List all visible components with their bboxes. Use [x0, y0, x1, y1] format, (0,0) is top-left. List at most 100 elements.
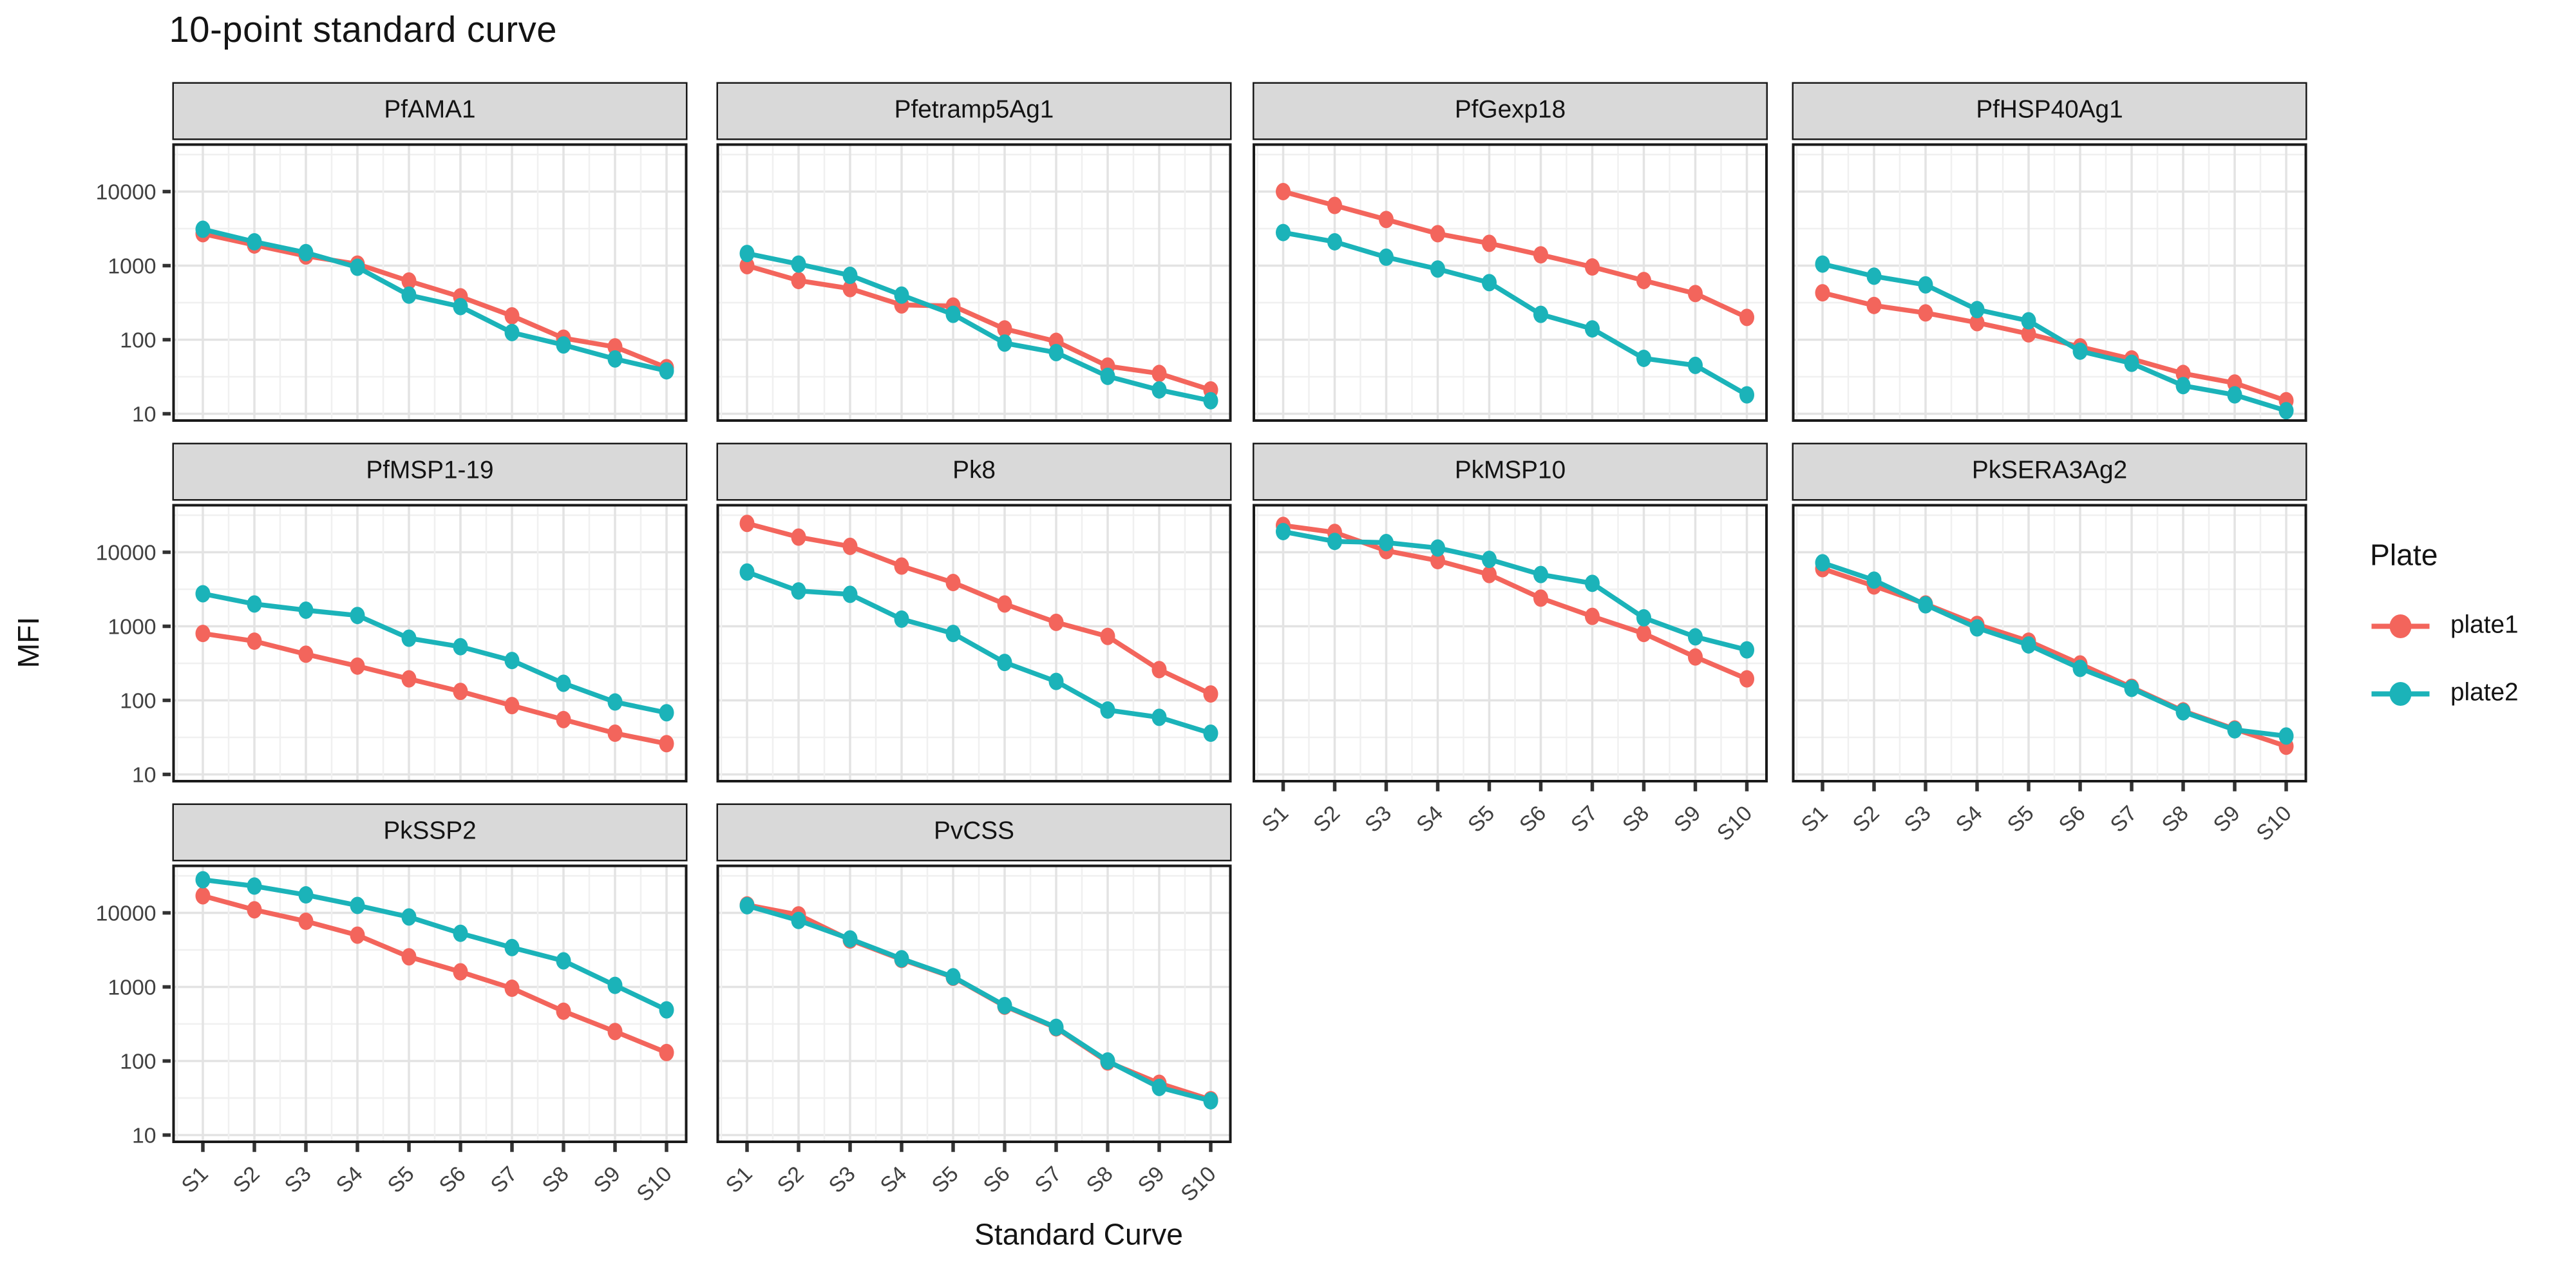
data-point-plate2: [791, 255, 806, 273]
x-tick-label: S7: [1030, 1162, 1066, 1198]
data-point-plate2: [298, 601, 314, 619]
data-point-plate2: [1203, 1092, 1218, 1110]
facet-panel-PfGexp18: [1253, 143, 1768, 422]
data-point-plate1: [247, 632, 262, 650]
data-point-plate2: [195, 871, 211, 889]
data-point-plate2: [739, 896, 755, 914]
data-point-plate2: [298, 243, 314, 261]
data-point-plate2: [945, 625, 961, 643]
data-point-plate1: [504, 980, 520, 998]
data-point-plate2: [1151, 1079, 1167, 1096]
x-tick-label: S3: [280, 1162, 316, 1198]
data-point-plate2: [247, 232, 262, 251]
y-tick-label: 10: [132, 1124, 156, 1148]
data-point-plate1: [997, 320, 1012, 338]
x-tick-label: S7: [1566, 801, 1602, 837]
series-line-plate2: [1280, 230, 1750, 397]
data-point-plate2: [2175, 377, 2191, 395]
data-point-plate2: [1585, 574, 1600, 592]
data-point-plate1: [298, 913, 314, 931]
y-tick-label: 100: [120, 1050, 156, 1074]
data-point-plate1: [1327, 196, 1342, 214]
data-point-plate2: [2227, 721, 2242, 739]
data-point-plate1: [607, 338, 623, 356]
data-point-plate2: [453, 638, 468, 656]
data-point-plate2: [350, 607, 365, 625]
x-tick-label: S5: [383, 1162, 419, 1198]
facet-panel-Pfetramp5Ag1: [716, 143, 1232, 422]
x-tick-label: S5: [1463, 801, 1499, 837]
x-tick-label: S6: [2054, 801, 2090, 837]
data-point-plate2: [453, 298, 468, 316]
data-point-plate2: [739, 563, 755, 581]
data-point-plate2: [1866, 571, 1882, 589]
data-point-plate1: [1636, 272, 1651, 290]
data-point-plate1: [401, 272, 417, 290]
series-line-plate2: [744, 251, 1213, 403]
facet-panel-PkSSP2: 10000 1000 100 10 S1 S2 S3 S4 S5 S6 S7 S8 S9 S10: [96, 864, 688, 1206]
y-tick-label: 1000: [108, 615, 156, 639]
data-point-plate1: [842, 537, 858, 555]
data-point-plate2: [1430, 260, 1445, 278]
x-tick-label: S1: [1257, 801, 1293, 837]
data-point-plate1: [1151, 661, 1167, 679]
data-point-plate2: [2072, 659, 2088, 677]
data-point-plate1: [1482, 234, 1497, 252]
data-point-plate2: [1100, 367, 1115, 385]
data-point-plate2: [1636, 609, 1651, 627]
data-point-plate2: [607, 976, 623, 994]
x-tick-label: S3: [1900, 801, 1936, 837]
data-point-plate2: [453, 924, 468, 942]
series-line-plate1: [1820, 290, 2289, 403]
x-tick-label: S1: [1797, 801, 1833, 837]
data-point-plate1: [504, 307, 520, 325]
x-tick-label: S6: [1515, 801, 1551, 837]
data-point-plate1: [247, 901, 262, 919]
data-point-plate2: [997, 334, 1012, 352]
data-point-plate2: [2021, 312, 2036, 330]
data-point-plate2: [842, 930, 858, 948]
data-point-plate1: [195, 887, 211, 905]
facet-strip-PfHSP40Ag1: PfHSP40Ag1: [1792, 82, 2307, 140]
data-point-plate2: [2021, 636, 2036, 654]
data-point-plate1: [1688, 285, 1703, 303]
series-line-plate2: [1820, 560, 2289, 739]
data-point-plate2: [894, 286, 909, 304]
series-line-plate1: [200, 893, 669, 1056]
data-point-plate1: [894, 557, 909, 575]
data-point-plate2: [1203, 392, 1218, 410]
data-point-plate2: [2278, 402, 2294, 420]
data-point-plate1: [453, 683, 468, 701]
series-line-plate2: [744, 569, 1213, 736]
data-point-plate2: [2124, 679, 2139, 697]
data-point-plate2: [504, 938, 520, 956]
x-tick-label: S8: [2157, 801, 2193, 837]
x-tick-label: S5: [2003, 801, 2039, 837]
data-point-plate1: [1203, 685, 1218, 703]
x-tick-label: S6: [979, 1162, 1015, 1198]
facet-strip-PkSSP2: PkSSP2: [172, 803, 688, 862]
data-point-plate2: [1688, 628, 1703, 646]
data-point-plate2: [739, 245, 755, 263]
data-point-plate2: [1430, 539, 1445, 557]
y-tick-label: 100: [120, 689, 156, 714]
data-point-plate2: [1815, 255, 1830, 273]
facet-strip-PfAMA1: PfAMA1: [172, 82, 688, 140]
data-point-plate2: [1327, 232, 1342, 251]
data-point-plate1: [1688, 648, 1703, 666]
data-point-plate2: [1048, 344, 1064, 361]
data-point-plate2: [945, 305, 961, 323]
x-tick-label: S9: [2209, 801, 2245, 837]
data-point-plate2: [1379, 534, 1394, 551]
data-point-plate1: [350, 657, 365, 675]
data-point-plate2: [1100, 1052, 1115, 1070]
data-point-plate1: [945, 574, 961, 592]
data-point-plate1: [1048, 613, 1064, 631]
data-point-plate2: [556, 952, 571, 970]
facet-panel-PfAMA1: 10000 1000 100 10: [96, 143, 688, 427]
data-point-plate1: [453, 963, 468, 981]
data-point-plate1: [842, 279, 858, 298]
x-tick-label: S3: [1360, 801, 1396, 837]
data-point-plate2: [1918, 596, 1933, 614]
facet-strip-Pfetramp5Ag1: Pfetramp5Ag1: [716, 82, 1232, 140]
